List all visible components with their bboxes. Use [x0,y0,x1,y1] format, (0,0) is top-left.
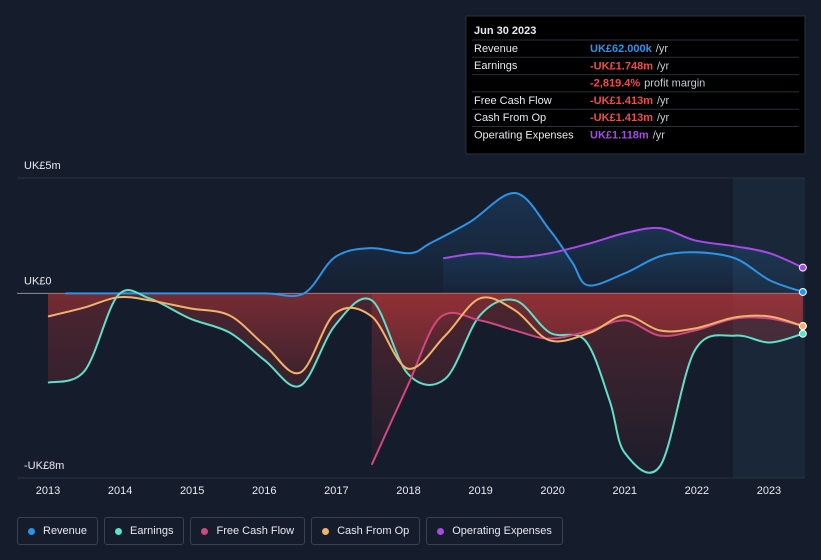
x-tick-label: 2017 [324,485,348,497]
tooltip-value: UK£62.000k/yr [590,43,668,55]
tooltip-unit: /yr [656,43,669,55]
legend-label: Operating Expenses [452,525,552,537]
tooltip-value: -UK£1.413m/yr [590,95,670,107]
tooltip-value-text: -2,819.4% [590,78,640,90]
tooltip-unit: /yr [653,129,666,141]
tooltip-label: Free Cash Flow [474,95,552,107]
tooltip-value-text: UK£1.118m [590,129,649,141]
legend-item[interactable]: Cash From Op [311,517,421,545]
legend-swatch [115,527,123,535]
tooltip-label: Operating Expenses [474,129,574,141]
end-dot [798,287,807,296]
tooltip-value: -2,819.4% profit margin [590,78,705,90]
y-tick-label: UK£0 [24,275,52,287]
legend-swatch [322,527,330,535]
x-tick-label: 2020 [540,485,564,497]
tooltip: Jun 30 2023 Revenue UK£62.000k/yr Earnings -… [465,15,806,155]
tooltip-unit: /yr [657,60,670,72]
y-tick-label: UK£5m [24,160,61,172]
x-tick-label: 2018 [396,485,420,497]
area [48,293,803,374]
legend-label: Free Cash Flow [216,525,295,537]
line [47,296,804,375]
tooltip-value-text: UK£62.000k [590,43,653,55]
y-tick-label: -UK£8m [24,460,64,472]
end-dot [798,329,807,338]
line [47,289,804,474]
x-tick-label: 2021 [613,485,637,497]
tooltip-value: -UK£1.413m/yr [590,112,670,124]
end-dot [798,263,807,272]
legend-swatch [201,527,209,535]
chart: -UK£8m UK£0 UK£5m 2013 2014 2015 2016 2017 2018 2… [17,15,807,497]
areas [48,192,803,473]
tooltip-label: Revenue [474,43,518,55]
tooltip-unit: profit margin [644,78,705,90]
tooltip-value: UK£1.118m/yr [590,129,665,141]
x-tick-label: 2016 [252,485,276,497]
legend-label: Revenue [43,525,88,537]
line [370,311,804,466]
legend-swatch [28,527,35,535]
line [65,192,804,298]
legend-label: Earnings [130,525,174,537]
tooltip-label: Earnings [474,60,518,72]
tooltip-label: Cash From Op [474,112,546,124]
end-dot [798,321,807,330]
area [48,290,803,473]
x-tick-label: 2014 [108,485,132,497]
legend-item[interactable]: Earnings [104,517,185,545]
tooltip-value-text: -UK£1.413m [590,95,653,107]
legend-swatch [437,527,445,535]
tooltip-value-text: -UK£1.413m [590,112,653,124]
tooltip-box [465,15,806,155]
x-tick-label: 2015 [180,485,204,497]
legend-item[interactable]: Free Cash Flow [190,517,306,545]
legend-label: Cash From Op [337,525,410,537]
tooltip-unit: /yr [657,112,670,124]
x-tick-label: 2013 [36,485,60,497]
line [442,226,804,269]
area [65,192,803,297]
x-tick-label: 2019 [468,485,492,497]
x-tick-label: 2022 [685,485,709,497]
legend-item[interactable]: Revenue [17,517,99,545]
legend-item[interactable]: Operating Expenses [426,517,563,545]
tooltip-value: -UK£1.748m/yr [590,60,670,72]
x-tick-label: 2023 [757,485,781,497]
tooltip-value-text: -UK£1.748m [590,60,653,72]
lines [47,192,807,474]
tooltip-unit: /yr [657,95,670,107]
tooltip-date: Jun 30 2023 [474,25,536,37]
legend: Revenue Earnings Free Cash Flow Cash From O… [17,517,563,545]
